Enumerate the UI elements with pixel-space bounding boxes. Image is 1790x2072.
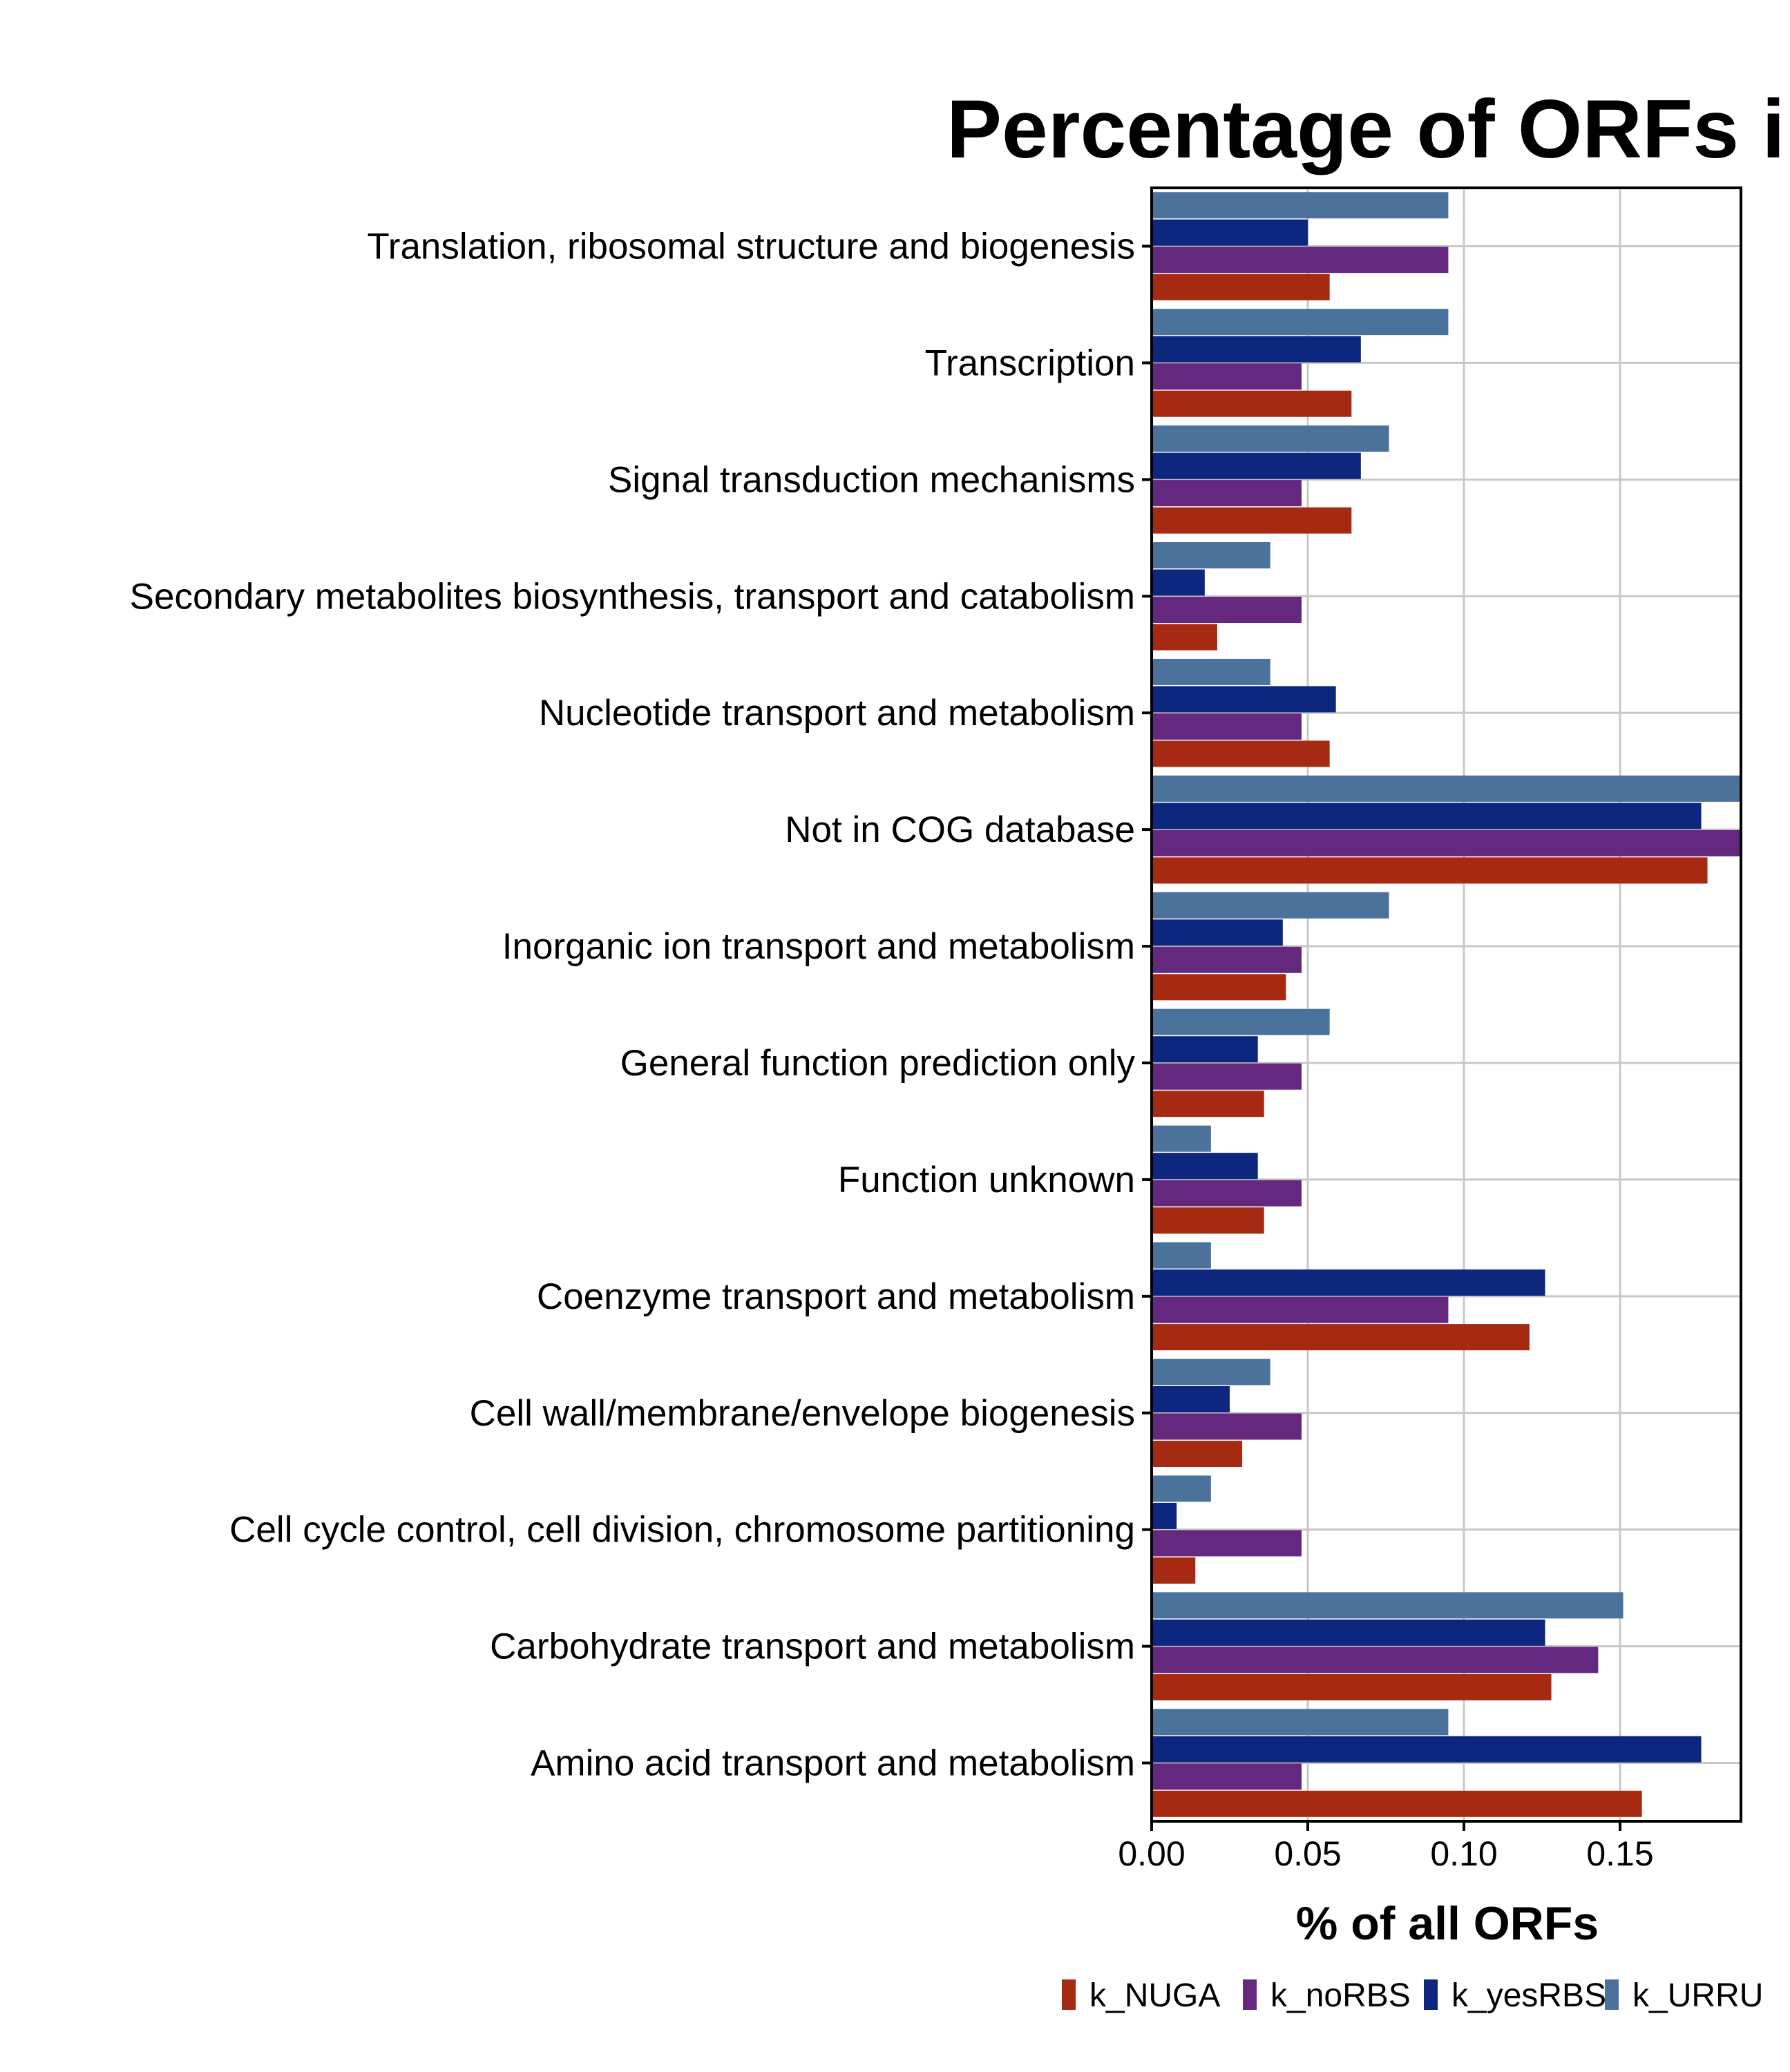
bar-k_yesRBS-0: [1152, 219, 1308, 246]
bar-k_URRU-2: [1152, 425, 1389, 452]
bar-k_yesRBS-11: [1152, 1502, 1177, 1529]
bar-k_URRU-5: [1152, 775, 1741, 802]
bar-k_yesRBS-8: [1152, 1153, 1258, 1180]
category-label-2: Signal transduction mechanisms: [608, 459, 1135, 500]
bar-k_NUGA-5: [1152, 857, 1708, 884]
bar-k_URRU-0: [1152, 192, 1449, 219]
legend-swatch-k_URRU: [1605, 1979, 1619, 2010]
plot-frame: [1150, 186, 1742, 1823]
category-label-7: General function prediction only: [620, 1043, 1136, 1084]
bar-k_NUGA-2: [1152, 507, 1352, 534]
x-tick-label-1: 0.05: [1274, 1834, 1341, 1873]
bar-k_noRBS-5: [1152, 829, 1741, 856]
bar-k_noRBS-4: [1152, 713, 1302, 740]
bar-k_URRU-10: [1152, 1359, 1270, 1385]
legend-label-k_URRU[interactable]: k_URRU: [1632, 1977, 1763, 2014]
category-label-5: Not in COG database: [785, 809, 1135, 850]
x-tick-label-3: 0.15: [1586, 1834, 1653, 1873]
bar-k_NUGA-10: [1152, 1441, 1243, 1467]
x-axis-title: % of all ORFs: [1296, 1897, 1599, 1950]
category-label-11: Cell cycle control, cell division, chrom…: [229, 1510, 1135, 1551]
bar-k_NUGA-12: [1152, 1673, 1552, 1700]
category-labels: Translation, ribosomal structure and bio…: [130, 226, 1152, 1784]
bar-k_noRBS-6: [1152, 946, 1302, 973]
category-label-4: Nucleotide transport and metabolism: [539, 693, 1135, 733]
category-label-13: Amino acid transport and metabolism: [531, 1743, 1135, 1784]
bar-k_URRU-9: [1152, 1242, 1211, 1269]
bar-k_noRBS-0: [1152, 247, 1449, 274]
bar-k_URRU-4: [1152, 658, 1270, 685]
legend-swatch-k_NUGA: [1062, 1979, 1076, 2010]
bar-k_noRBS-12: [1152, 1647, 1599, 1673]
bar-k_NUGA-1: [1152, 390, 1352, 417]
bar-k_yesRBS-10: [1152, 1386, 1230, 1412]
bar-k_NUGA-4: [1152, 740, 1330, 767]
bar-k_noRBS-13: [1152, 1763, 1302, 1790]
bar-k_noRBS-3: [1152, 597, 1302, 623]
bar-k_noRBS-2: [1152, 480, 1302, 507]
category-label-1: Transcription: [925, 343, 1135, 383]
bar-k_URRU-12: [1152, 1592, 1624, 1619]
bar-k_URRU-7: [1152, 1008, 1330, 1035]
bar-k_yesRBS-6: [1152, 919, 1283, 946]
bar-k_yesRBS-13: [1152, 1736, 1702, 1763]
bar-k_NUGA-9: [1152, 1324, 1530, 1351]
bar-k_NUGA-3: [1152, 624, 1217, 651]
category-label-6: Inorganic ion transport and metabolism: [502, 926, 1135, 967]
bar-k_noRBS-1: [1152, 363, 1302, 390]
bar-k_URRU-13: [1152, 1709, 1449, 1736]
bar-k_yesRBS-9: [1152, 1269, 1545, 1296]
x-tick-label-2: 0.10: [1430, 1834, 1497, 1873]
bar-k_NUGA-13: [1152, 1790, 1642, 1817]
bar-k_URRU-6: [1152, 892, 1389, 919]
bar-k_noRBS-10: [1152, 1413, 1302, 1440]
bar-k_yesRBS-7: [1152, 1036, 1258, 1063]
legend-swatch-k_yesRBS: [1424, 1979, 1438, 2010]
bar-k_URRU-3: [1152, 542, 1270, 568]
bar-k_URRU-8: [1152, 1125, 1211, 1152]
x-tick-label-0: 0.00: [1118, 1834, 1185, 1873]
category-label-10: Cell wall/membrane/envelope biogenesis: [470, 1393, 1135, 1434]
bar-k_yesRBS-3: [1152, 569, 1205, 596]
legend-swatch-k_noRBS: [1243, 1979, 1257, 2010]
category-label-8: Function unknown: [838, 1160, 1135, 1200]
x-axis: 0.00 0.05 0.10 0.15: [1118, 1821, 1654, 1873]
category-label-3: Secondary metabolites biosynthesis, tran…: [130, 576, 1135, 617]
legend-label-k_yesRBS[interactable]: k_yesRBS: [1451, 1977, 1606, 2014]
legend-label-k_noRBS[interactable]: k_noRBS: [1270, 1977, 1411, 2014]
bar-k_NUGA-7: [1152, 1091, 1264, 1117]
legend-label-k_NUGA[interactable]: k_NUGA: [1089, 1977, 1220, 2014]
category-label-0: Translation, ribosomal structure and bio…: [367, 226, 1135, 267]
bar-k_NUGA-11: [1152, 1557, 1196, 1584]
bars: [1152, 192, 1741, 1817]
bar-k_NUGA-6: [1152, 974, 1286, 1001]
bar-k_yesRBS-1: [1152, 336, 1361, 363]
bar-k_URRU-11: [1152, 1475, 1211, 1502]
bar-k_noRBS-7: [1152, 1063, 1302, 1090]
bar-k_NUGA-0: [1152, 274, 1330, 300]
bar-k_yesRBS-5: [1152, 803, 1702, 829]
bar-k_NUGA-8: [1152, 1207, 1264, 1234]
bar-k_yesRBS-4: [1152, 686, 1336, 713]
bar-k_noRBS-8: [1152, 1180, 1302, 1207]
bar-k_noRBS-9: [1152, 1296, 1449, 1323]
category-label-9: Coenzyme transport and metabolism: [537, 1276, 1135, 1317]
bar-k_yesRBS-2: [1152, 452, 1361, 479]
bar-k_URRU-1: [1152, 309, 1449, 336]
legend[interactable]: k_NUGA k_noRBS k_yesRBS k_URRU: [1062, 1977, 1763, 2014]
bar-k_yesRBS-12: [1152, 1619, 1545, 1646]
category-label-12: Carbohydrate transport and metabolism: [490, 1627, 1135, 1667]
bar-k_noRBS-11: [1152, 1530, 1302, 1557]
chart-title: Percentage of ORFs in: [946, 83, 1790, 175]
